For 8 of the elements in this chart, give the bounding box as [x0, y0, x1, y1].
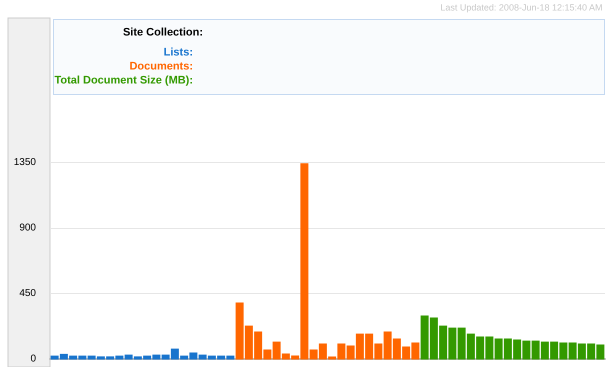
text: Total Document Size (MB): [54, 74, 193, 86]
text: Lists: [164, 46, 193, 58]
y-tick-label: 900 [19, 222, 36, 234]
y-tick-label: 450 [19, 288, 36, 299]
y-tick-label: 1350 [14, 156, 36, 168]
y-tick-label: 0 [30, 354, 36, 364]
legend-title: Site Collection: [122, 26, 203, 38]
text: Documents: [129, 60, 193, 72]
